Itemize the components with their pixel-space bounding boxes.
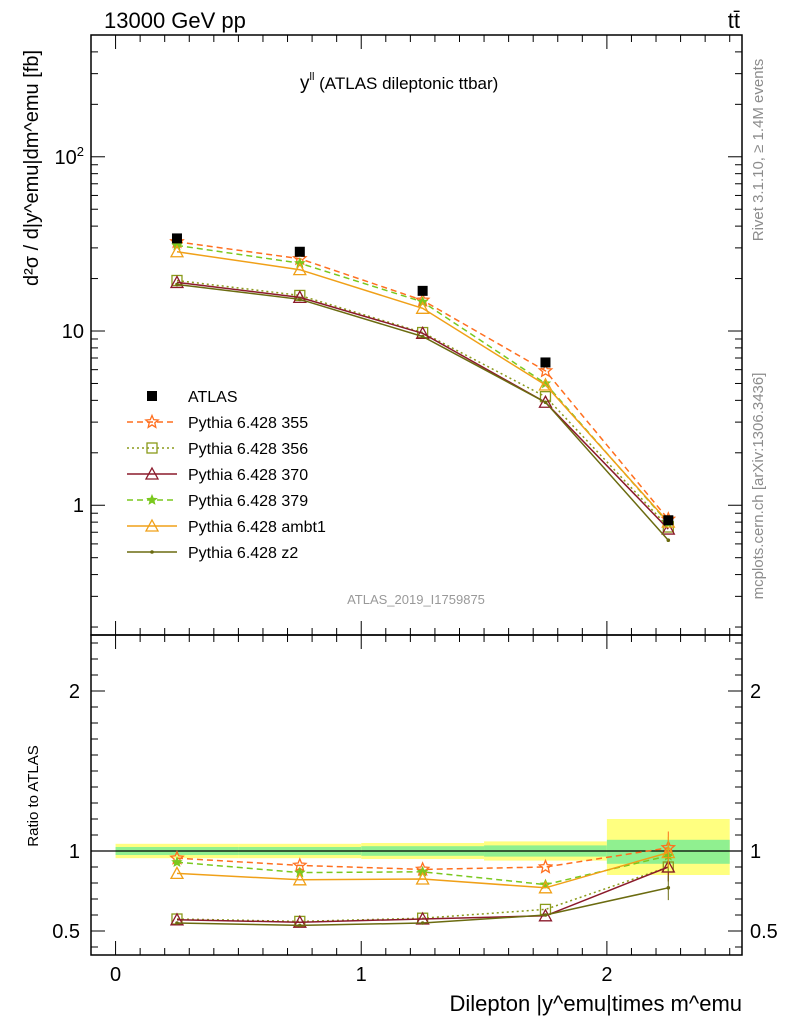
data-point-atlas — [540, 357, 551, 368]
chart-title: yll (ATLAS dileptonic ttbar) — [300, 71, 498, 94]
legend-marker-p356 — [146, 442, 158, 454]
ratio-line-p370 — [176, 866, 669, 923]
ratio-y-tick-label-right: 2 — [750, 681, 761, 703]
series-point-z2 — [666, 538, 671, 543]
ratio-point-z2 — [298, 923, 302, 928]
legend-marker-ambt1 — [144, 518, 160, 532]
ratio-point-ambt1 — [292, 872, 307, 886]
x-axis-label: Dilepton |y^emu|times m^emu — [450, 991, 743, 1016]
ratio-line-p356 — [176, 866, 669, 923]
legend-marker-p379 — [146, 493, 158, 505]
ratio-point-z2 — [420, 921, 425, 925]
y-tick-label: 1 — [73, 495, 84, 517]
ratio-point-ambt1 — [415, 871, 430, 885]
series-line-p370 — [176, 281, 669, 530]
series-point-p370 — [292, 290, 307, 304]
legend-label-p355: Pythia 6.428 355 — [188, 415, 308, 432]
legend-marker-p370 — [144, 466, 160, 480]
header-energy-label: 13000 GeV pp — [104, 8, 246, 33]
series-point-z2 — [543, 400, 548, 405]
series-point-ambt1 — [538, 377, 553, 391]
ratio-y-tick-label-right: 1 — [750, 841, 761, 863]
x-tick-label: 1 — [356, 964, 367, 986]
ratio-point-ambt1 — [169, 866, 185, 880]
ratio-point-z2 — [543, 913, 548, 917]
ratio-y-tick-label: 0.5 — [52, 921, 80, 943]
legend-label-p379: Pythia 6.428 379 — [188, 493, 308, 510]
chart-title-main: y — [300, 73, 310, 94]
series-point-p370 — [661, 521, 676, 535]
ratio-line-p379 — [176, 855, 669, 886]
legend: ATLAS Pythia 6.428 355 Pythia 6.428 356 Pyt… — [127, 389, 326, 562]
data-point-atlas — [663, 515, 674, 526]
ratio-point-p370 — [169, 912, 185, 926]
ratio-y-tick-label: 2 — [69, 681, 80, 703]
legend-marker-z2 — [150, 550, 154, 554]
ratio-y-axis-label: Ratio to ATLAS — [25, 745, 42, 846]
legend-label-ATLAS: ATLAS — [188, 389, 238, 406]
header-process-label: tt̄ — [728, 8, 740, 33]
mcplots-label: mcplots.cern.ch [arXiv:1306.3436] — [750, 373, 767, 600]
ratio-frame-rect — [90, 634, 743, 956]
series-line-ambt1 — [176, 251, 669, 523]
data-point-atlas — [417, 285, 428, 296]
ratio-y-tick-label: 1 — [69, 841, 80, 863]
x-tick-label: 0 — [110, 964, 121, 986]
ratio-y-tick-label-right: 0.5 — [750, 921, 778, 943]
y-tick-label: 102 — [55, 144, 84, 169]
y-tick-label: 10 — [62, 321, 84, 343]
series-line-p356 — [176, 279, 669, 528]
series-point-ambt1 — [415, 300, 430, 314]
data-point-atlas — [171, 233, 182, 244]
legend-marker-ATLAS — [147, 391, 157, 401]
series-point-ambt1 — [292, 262, 307, 276]
legend-label-p356: Pythia 6.428 356 — [188, 441, 308, 458]
series-point-ambt1 — [169, 244, 185, 258]
series-point-p370 — [415, 325, 430, 339]
series-point-z2 — [420, 334, 425, 339]
ratio-line-z2 — [176, 887, 669, 927]
rivet-version-label: Rivet 3.1.10, ≥ 1.4M events — [750, 59, 767, 242]
main-panel-frame: 1 10 102 — [55, 34, 743, 955]
ratio-point-z2 — [175, 921, 179, 925]
chart-title-sup: ll — [310, 71, 315, 83]
legend-label-ambt1: Pythia 6.428 ambt1 — [188, 519, 326, 536]
chart-title-rest: (ATLAS dileptonic ttbar) — [314, 74, 498, 93]
legend-marker-p355 — [144, 413, 160, 429]
ratio-line-ambt1 — [176, 851, 669, 889]
ratio-point-ambt1 — [538, 880, 553, 894]
series-point-z2 — [175, 282, 179, 287]
ratio-point-p370 — [292, 914, 307, 928]
series-point-z2 — [298, 297, 302, 302]
y-axis-label: d²σ / d|y^emu|dm^emu [fb] — [21, 50, 43, 286]
x-tick-label: 2 — [601, 964, 612, 986]
analysis-id-label: ATLAS_2019_I1759875 — [347, 592, 485, 607]
ratio-panel-frame: 0 1 2 0.5 0.5 1 1 2 2 — [52, 634, 778, 986]
series-point-p355 — [537, 362, 554, 378]
series-point-p370 — [538, 394, 553, 408]
legend-label-z2: Pythia 6.428 z2 — [188, 545, 298, 562]
ratio-point-p379 — [171, 856, 183, 868]
ratio-point-p355 — [537, 858, 554, 874]
legend-label-p370: Pythia 6.428 370 — [188, 467, 308, 484]
data-point-atlas — [294, 246, 305, 257]
series-point-p370 — [169, 275, 185, 289]
